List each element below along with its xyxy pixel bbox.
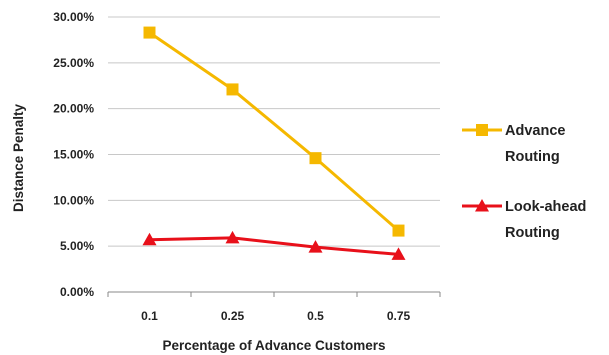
legend-label: Routing: [505, 149, 560, 165]
series-line: [149, 236, 399, 256]
y-tick-label: 5.00%: [60, 239, 94, 253]
series-layer: [142, 26, 406, 260]
data-point-triangle-marker: [308, 240, 323, 253]
x-axis-title: Percentage of Advance Customers: [162, 338, 385, 353]
legend-label: Look-ahead: [505, 199, 586, 215]
data-point-square-marker: [392, 224, 405, 237]
y-tick-label: 10.00%: [53, 193, 94, 207]
data-point-square-marker: [226, 83, 239, 96]
legend-entry: Look-ahead Routing: [462, 199, 586, 241]
x-tick-label: 0.75: [387, 309, 411, 323]
y-tick-label: 15.00%: [53, 148, 94, 162]
data-point-triangle-marker: [225, 230, 240, 244]
x-axis-ticks: 0.1 0.25 0.5 0.75: [107, 292, 441, 323]
data-point-square-marker: [143, 26, 156, 39]
y-axis-ticks: 0.00% 5.00% 10.00% 15.00% 20.00% 25.00% 30.00%: [53, 10, 94, 299]
legend-label: Advance: [505, 123, 565, 139]
x-tick-label: 0.5: [307, 309, 324, 323]
legend: Advance Routing Look-ahead Routing: [462, 123, 586, 241]
series-advance-routing: [143, 26, 405, 237]
y-tick-label: 25.00%: [53, 56, 94, 70]
x-tick-label: 0.25: [221, 309, 245, 323]
series-look-ahead-routing: [142, 230, 406, 260]
data-point-triangle-marker: [142, 232, 157, 246]
data-point-square-marker: [309, 152, 322, 165]
y-tick-label: 20.00%: [53, 102, 94, 116]
gridlines: [108, 16, 440, 247]
y-axis-title: Distance Penalty: [11, 103, 26, 212]
legend-square-marker: [476, 124, 488, 136]
y-tick-label: 0.00%: [60, 285, 94, 299]
series-line: [148, 31, 400, 232]
y-tick-label: 30.00%: [53, 10, 94, 24]
legend-label: Routing: [505, 225, 560, 241]
legend-entry: Advance Routing: [462, 123, 565, 165]
legend-triangle-marker: [475, 199, 489, 212]
data-point-triangle-marker: [391, 247, 406, 260]
x-tick-label: 0.1: [141, 309, 158, 323]
